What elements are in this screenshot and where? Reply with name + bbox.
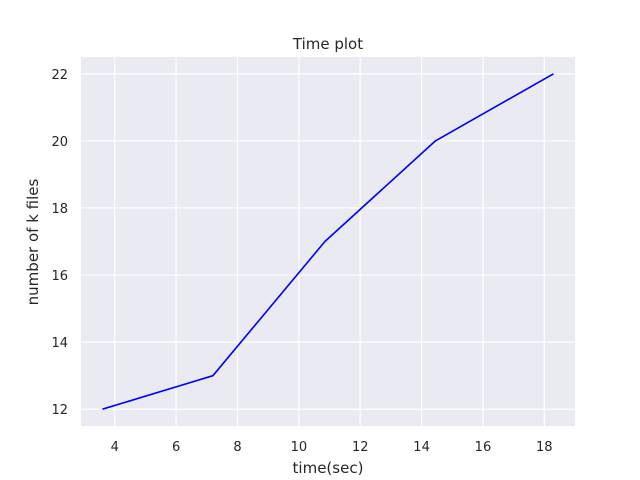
series-line <box>102 73 554 410</box>
x-axis-label: time(sec) <box>293 459 364 477</box>
x-tick-label: 10 <box>291 440 308 455</box>
x-tick-label: 18 <box>536 440 553 455</box>
chart-title: Time plot <box>292 35 363 53</box>
x-tick-label: 6 <box>172 440 180 455</box>
y-tick-label: 14 <box>51 336 68 351</box>
y-tick-label: 20 <box>51 135 68 150</box>
x-tick-labels: 4 6 8 10 12 14 16 18 <box>111 440 553 455</box>
y-tick-label: 16 <box>51 269 68 284</box>
y-tick-label: 18 <box>51 202 68 217</box>
plot-area <box>81 57 575 426</box>
series-group <box>102 73 554 410</box>
x-tick-label: 16 <box>475 440 492 455</box>
y-tick-labels: 12 14 16 18 20 22 <box>51 68 68 418</box>
y-axis-label: number of k files <box>24 178 42 305</box>
x-tick-label: 12 <box>352 440 369 455</box>
x-tick-label: 4 <box>111 440 119 455</box>
y-tick-label: 12 <box>51 403 68 418</box>
y-tick-label: 22 <box>51 68 68 83</box>
grid <box>81 57 575 426</box>
x-tick-label: 14 <box>413 440 430 455</box>
x-tick-label: 8 <box>233 440 241 455</box>
